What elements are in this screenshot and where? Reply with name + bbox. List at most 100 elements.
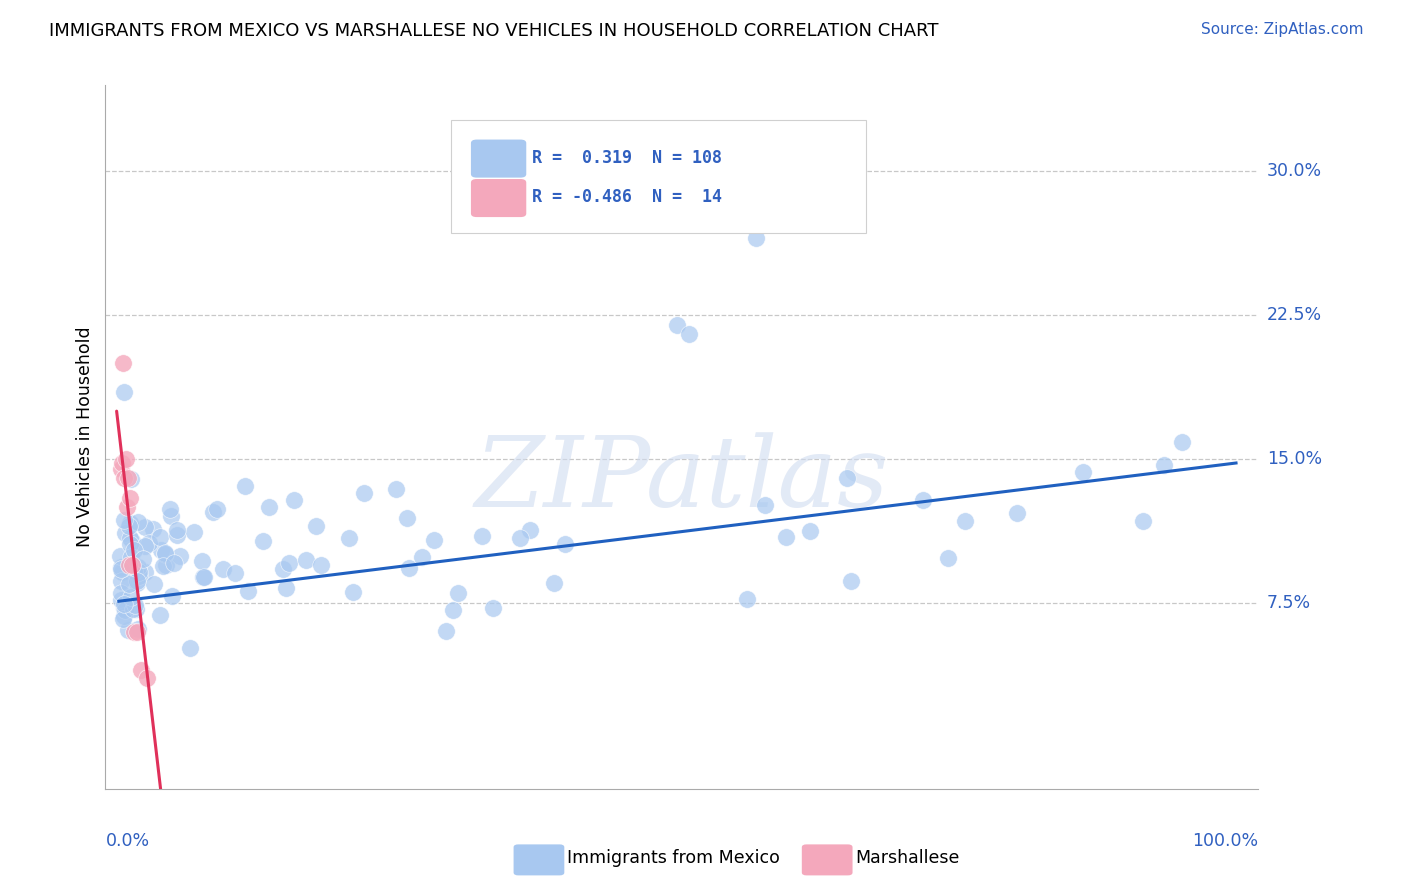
Point xyxy=(191,570,214,584)
Text: 30.0%: 30.0% xyxy=(1267,162,1322,180)
Point xyxy=(110,574,132,589)
Point xyxy=(118,537,141,551)
Point xyxy=(911,493,934,508)
Point xyxy=(110,560,132,574)
Point xyxy=(112,609,135,624)
Point xyxy=(142,523,165,537)
Point xyxy=(938,550,960,565)
Point xyxy=(224,566,246,580)
Text: R =  0.319  N = 108: R = 0.319 N = 108 xyxy=(531,149,723,167)
Point xyxy=(274,581,297,595)
Point xyxy=(1171,434,1194,449)
Point xyxy=(202,505,225,519)
Point xyxy=(128,565,150,579)
Point xyxy=(127,574,149,589)
Point xyxy=(122,602,145,616)
Point xyxy=(120,472,142,486)
Point xyxy=(252,533,274,548)
Point xyxy=(471,528,494,542)
Point xyxy=(112,597,135,611)
Point xyxy=(155,546,177,560)
Point xyxy=(678,327,700,342)
Point xyxy=(114,603,136,617)
Point xyxy=(125,624,148,639)
Text: 100.0%: 100.0% xyxy=(1192,831,1258,850)
Point xyxy=(735,592,758,607)
Point xyxy=(129,664,152,678)
Point xyxy=(120,532,142,546)
Point xyxy=(155,558,177,572)
Point xyxy=(309,558,332,572)
Point xyxy=(120,550,142,565)
Point xyxy=(283,493,305,508)
Text: R = -0.486  N =  14: R = -0.486 N = 14 xyxy=(531,188,723,206)
Point xyxy=(121,558,143,572)
Point xyxy=(110,585,132,599)
Point xyxy=(111,456,134,470)
Point xyxy=(543,575,565,590)
Point xyxy=(160,509,183,524)
FancyBboxPatch shape xyxy=(451,120,866,233)
Point xyxy=(114,452,136,467)
FancyBboxPatch shape xyxy=(471,139,526,178)
Point xyxy=(111,566,134,580)
Point xyxy=(398,560,420,574)
Point xyxy=(434,624,457,639)
Point xyxy=(127,515,149,529)
Point xyxy=(108,549,131,563)
Point xyxy=(122,542,145,557)
Point xyxy=(112,513,135,527)
Point xyxy=(839,574,862,588)
Point xyxy=(191,554,214,568)
Point xyxy=(134,565,156,579)
Point xyxy=(138,536,160,550)
FancyBboxPatch shape xyxy=(471,179,526,217)
Point xyxy=(257,500,280,514)
Point xyxy=(112,356,135,370)
Point xyxy=(953,515,976,529)
Point xyxy=(837,471,859,485)
Point xyxy=(353,485,375,500)
Point xyxy=(554,536,576,550)
Point xyxy=(110,593,132,607)
Text: IMMIGRANTS FROM MEXICO VS MARSHALLESE NO VEHICLES IN HOUSEHOLD CORRELATION CHART: IMMIGRANTS FROM MEXICO VS MARSHALLESE NO… xyxy=(49,22,939,40)
Point xyxy=(118,558,141,572)
Point xyxy=(122,564,145,578)
Point xyxy=(135,671,157,685)
Point xyxy=(235,478,257,492)
Point xyxy=(152,559,174,574)
Point xyxy=(423,533,446,547)
Point xyxy=(153,547,176,561)
Text: 0.0%: 0.0% xyxy=(105,831,149,850)
Point xyxy=(125,602,148,616)
Point xyxy=(305,519,328,533)
Point xyxy=(212,561,235,575)
Point xyxy=(142,577,165,591)
Point xyxy=(271,561,294,575)
Point xyxy=(519,523,541,537)
Point xyxy=(134,520,156,534)
Point xyxy=(115,500,138,515)
Text: Marshallese: Marshallese xyxy=(855,849,959,868)
Point xyxy=(114,525,136,540)
Point xyxy=(124,624,146,639)
Point xyxy=(395,511,418,525)
Point xyxy=(342,584,364,599)
Point xyxy=(207,502,229,516)
Point xyxy=(193,570,215,584)
Point xyxy=(509,531,531,545)
Point xyxy=(118,516,141,530)
Point xyxy=(149,607,172,622)
Point xyxy=(127,622,149,636)
Text: 7.5%: 7.5% xyxy=(1267,594,1310,612)
Point xyxy=(117,624,139,638)
Point xyxy=(179,640,201,655)
Point xyxy=(666,318,689,332)
Point xyxy=(160,589,183,603)
Point xyxy=(118,519,141,533)
Point xyxy=(114,384,136,399)
Point xyxy=(131,552,153,566)
Point xyxy=(411,549,433,564)
Point xyxy=(124,598,146,612)
Point xyxy=(238,583,260,598)
